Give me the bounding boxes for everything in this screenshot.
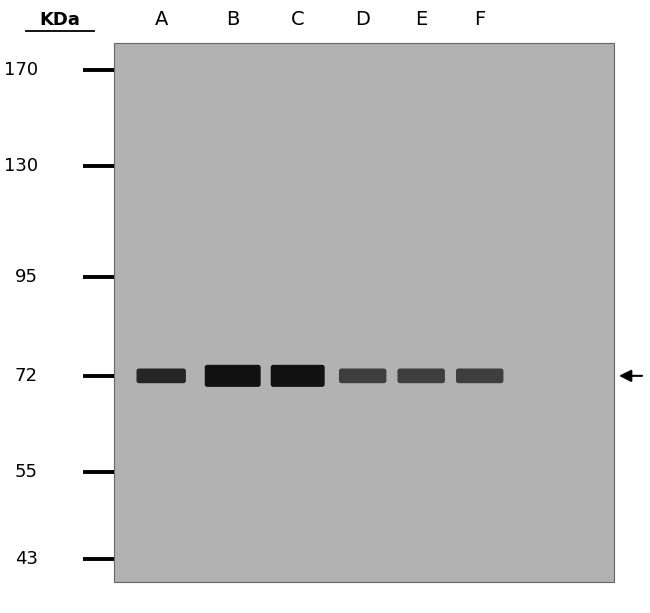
Text: 130: 130 (4, 157, 38, 175)
Text: 72: 72 (15, 367, 38, 385)
Text: 170: 170 (4, 61, 38, 80)
FancyBboxPatch shape (339, 368, 386, 383)
FancyBboxPatch shape (205, 365, 261, 387)
FancyBboxPatch shape (136, 368, 186, 383)
Text: 95: 95 (15, 268, 38, 286)
Text: KDa: KDa (40, 12, 80, 29)
Text: F: F (474, 10, 486, 29)
Text: B: B (226, 10, 239, 29)
FancyBboxPatch shape (271, 365, 325, 387)
FancyBboxPatch shape (398, 368, 445, 383)
Text: A: A (155, 10, 168, 29)
Text: 55: 55 (15, 463, 38, 481)
Text: 43: 43 (15, 550, 38, 568)
Text: E: E (415, 10, 427, 29)
Text: C: C (291, 10, 304, 29)
Bar (114, 43, 614, 582)
FancyBboxPatch shape (456, 368, 503, 383)
Text: D: D (356, 10, 370, 29)
